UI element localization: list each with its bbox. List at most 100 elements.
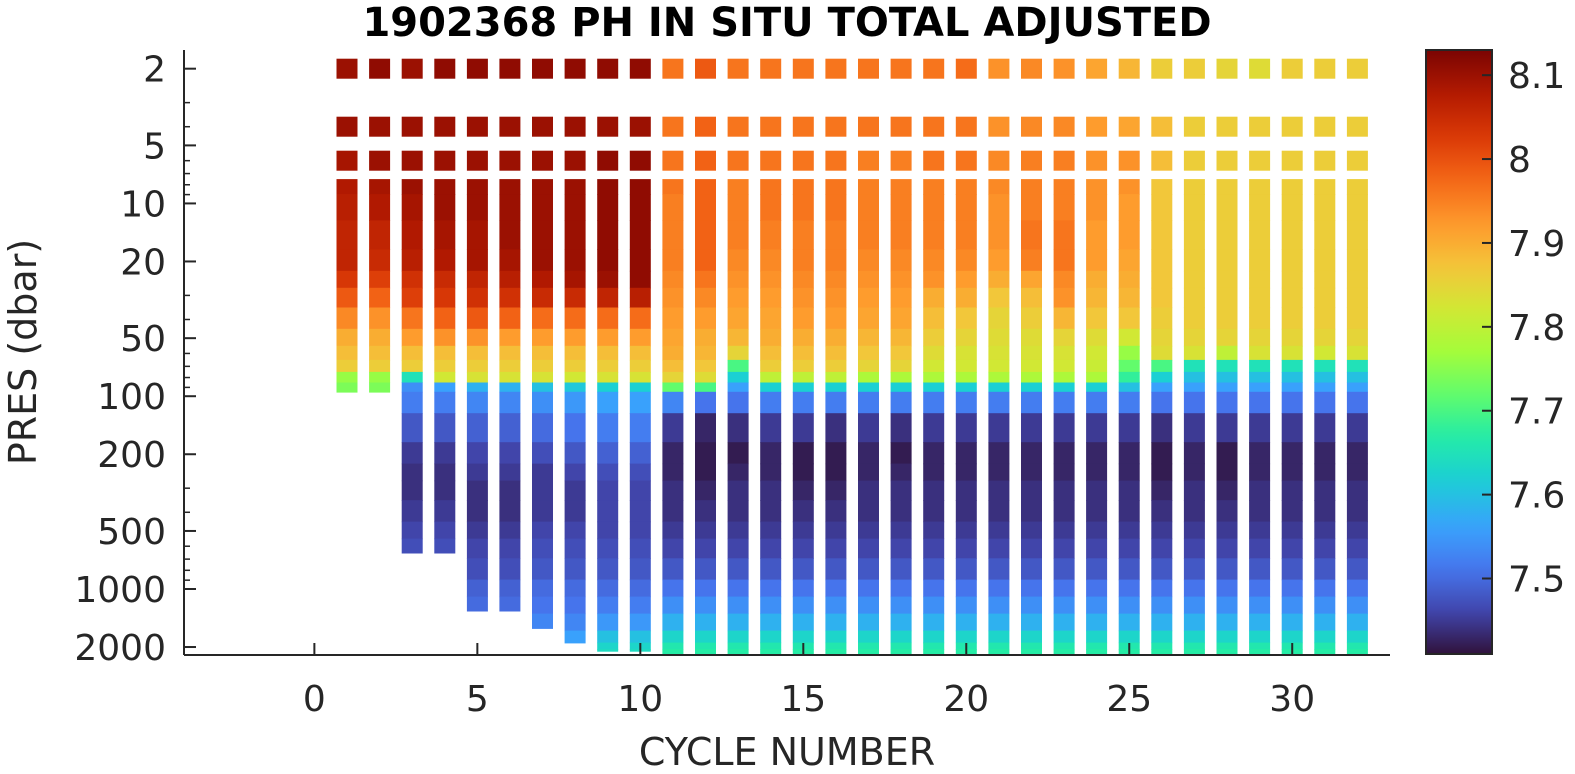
profile-cell: [1053, 220, 1075, 250]
surface-sample: [532, 58, 553, 79]
profile-cell: [1281, 307, 1303, 330]
profile-cell: [727, 391, 749, 414]
profile-cell: [1314, 345, 1336, 361]
colorbar-tick-label: 7.6: [1508, 476, 1565, 517]
profile-cell: [1183, 613, 1205, 632]
surface-sample: [695, 58, 716, 79]
profile-cell: [662, 328, 684, 347]
profile-cell: [727, 630, 749, 644]
profile-cell: [1346, 521, 1368, 540]
profile-cell: [890, 328, 912, 347]
profile-cell: [695, 642, 716, 650]
profile-cell: [662, 391, 684, 414]
profile-cell: [1151, 442, 1173, 465]
profile-cell: [825, 442, 847, 465]
profile-cell: [434, 287, 456, 309]
profile-cell: [369, 270, 391, 289]
surface-sample: [466, 58, 488, 79]
profile-cell: [434, 480, 456, 501]
surface-sample: [760, 58, 782, 79]
surface-sample: [923, 116, 945, 137]
profile-cell: [597, 579, 619, 598]
profile-cell: [1183, 249, 1205, 272]
profile-cell: [434, 371, 456, 383]
profile-cell: [1281, 287, 1303, 309]
profile-cell: [890, 359, 912, 373]
profile-cell: [1021, 500, 1042, 523]
profile-cell: [466, 194, 488, 221]
profile-cell: [858, 328, 879, 347]
profile-cell: [532, 521, 553, 540]
profile-cell: [923, 382, 945, 393]
profile-cell: [988, 630, 1010, 644]
profile-cell: [597, 596, 619, 615]
profile-cell: [499, 270, 521, 289]
profile-cell: [499, 521, 521, 540]
profile-cell: [760, 480, 782, 501]
profile-cell: [890, 596, 912, 615]
profile-cell: [792, 596, 814, 615]
profile-cell: [1281, 413, 1303, 443]
profile-cell: [923, 480, 945, 501]
surface-sample: [1151, 150, 1173, 171]
profile-cell: [499, 287, 521, 309]
profile-cell: [434, 328, 456, 347]
profile-cell: [825, 359, 847, 373]
profile-cell: [1281, 194, 1303, 221]
profile-cell: [1086, 442, 1108, 465]
profile-cell: [1183, 287, 1205, 309]
profile-cell: [401, 220, 423, 250]
profile-cell: [923, 328, 945, 347]
profile-cell: [532, 538, 553, 559]
profile-cell: [532, 287, 553, 309]
profile-cell: [369, 371, 391, 383]
profile-cell: [1086, 500, 1108, 523]
profile-cell: [1021, 328, 1042, 347]
profile-cell: [695, 194, 716, 221]
profile-cell: [792, 463, 814, 482]
profile-cell: [1053, 287, 1075, 309]
profile-cell: [1346, 179, 1368, 195]
profile-cell: [760, 463, 782, 482]
profile-cell: [727, 270, 749, 289]
surface-sample: [1249, 58, 1271, 79]
profile-cell: [1118, 220, 1140, 250]
profile-cell: [629, 442, 651, 465]
profile-cell: [727, 480, 749, 501]
profile-cell: [955, 613, 977, 632]
profile-cell: [825, 328, 847, 347]
profile-cell: [760, 307, 782, 330]
y-axis-ticks: 2 5 10 20 50 100 200 500 1000 2000: [74, 50, 196, 669]
profile-cell: [401, 249, 423, 272]
profile-cell: [825, 249, 847, 272]
profile-cell: [532, 442, 553, 465]
profile-cell: [1183, 371, 1205, 383]
profile-cell: [1053, 480, 1075, 501]
profile-cell: [597, 538, 619, 559]
profile-cell: [1216, 328, 1238, 347]
profile-cell: [1151, 558, 1173, 581]
profile-cell: [336, 382, 358, 393]
profile-cell: [1151, 521, 1173, 540]
profile-cell: [1118, 596, 1140, 615]
colorbar-tick-label: 7.5: [1508, 560, 1565, 601]
profile-cell: [858, 596, 879, 615]
profile-cell: [825, 270, 847, 289]
profile-cell: [1151, 287, 1173, 309]
profile-cell: [369, 345, 391, 361]
surface-sample: [1346, 58, 1368, 79]
surface-sample: [792, 58, 814, 79]
profile-cell: [825, 649, 847, 656]
x-axis-label: CYCLE NUMBER: [639, 730, 935, 774]
profile-cell: [336, 179, 358, 195]
profile-cell: [629, 579, 651, 598]
surface-sample: [564, 150, 586, 171]
profile-cell: [434, 345, 456, 361]
profile-cell: [858, 307, 879, 330]
colorbar-tick-label: 8: [1508, 140, 1531, 181]
profile-cell: [1183, 538, 1205, 559]
profile-cell: [1249, 287, 1271, 309]
profile-cell: [401, 442, 423, 465]
surface-sample: [1053, 116, 1075, 137]
profile-cell: [434, 521, 456, 540]
